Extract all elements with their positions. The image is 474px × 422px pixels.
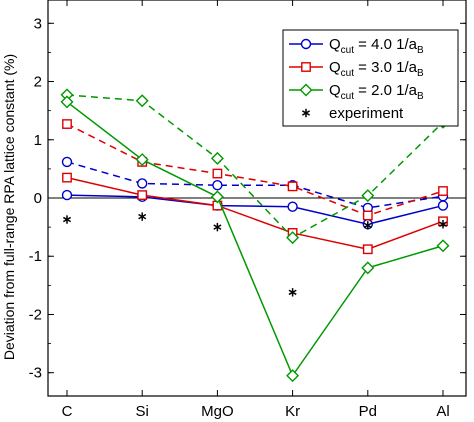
y-tick-label: 0 [34, 190, 42, 207]
asterisk-stroke [62, 216, 72, 223]
series-1-dashed-point [62, 119, 72, 129]
series-0-dashed-line [66, 161, 444, 209]
legend-label: Qcut = 4.0 1/aB [329, 36, 424, 56]
y-tick-label: 1 [34, 132, 42, 149]
y-axis-title: Deviation from full-range RPA lattice co… [1, 54, 17, 360]
series-2-dashed-point [286, 231, 300, 245]
legend-marker [300, 38, 312, 50]
series-1-dashed-point [362, 210, 373, 221]
series-2-solid-point [210, 190, 224, 204]
y-tick-label: -2 [29, 306, 42, 323]
experiment-point [62, 215, 72, 224]
series-2-solid-point [135, 153, 149, 167]
series-2-solid-point [436, 239, 450, 253]
legend-label: Qcut = 2.0 1/aB [329, 82, 424, 102]
series-1-dashed-point [438, 186, 448, 196]
series-1-solid-point [362, 244, 373, 255]
asterisk-stroke [213, 224, 222, 230]
series-1-solid-point [137, 190, 148, 200]
y-tick-label: -3 [29, 365, 42, 382]
series-0-dashed-point [212, 179, 223, 191]
legend-label: experiment [329, 105, 404, 122]
series-2-dashed-point [210, 151, 224, 165]
asterisk-stroke [138, 213, 147, 220]
plot-area: -3 -2 -1 0 1 2 3 C Si MgO Kr Pd Al [29, 0, 467, 420]
legend-marker [301, 108, 311, 118]
experiment-point [213, 222, 222, 232]
legend-label: Qcut = 3.0 1/aB [329, 59, 424, 79]
asterisk-stroke [438, 221, 448, 227]
y-tick-label: 3 [34, 15, 42, 32]
x-tick-label: MgO [201, 403, 234, 420]
series-1-dashed-line [66, 123, 444, 217]
series-0-solid-point [437, 200, 449, 211]
legend-marker [301, 62, 311, 72]
series-2-solid-point [286, 369, 300, 383]
series-0-dashed-point [61, 156, 73, 168]
series-2-dashed-point [135, 94, 149, 108]
asterisk-stroke [288, 289, 297, 296]
x-tick-label: Al [436, 403, 449, 420]
x-tick-label: C [62, 403, 73, 420]
y-tick-label: -1 [29, 248, 42, 265]
x-tick-label: Pd [359, 403, 377, 420]
legend: Qcut = 4.0 1/aB Qcut = 3.0 1/aB Qcut = 2.0… [282, 29, 459, 127]
series-0-solid-line [66, 194, 444, 225]
series-0-solid-point [287, 201, 298, 212]
experiment-point [363, 221, 372, 230]
series-1-dashed-point [212, 168, 223, 179]
x-tick-label: Kr [285, 403, 300, 420]
asterisk-stroke [301, 110, 311, 116]
experiment-point [288, 288, 297, 297]
asterisk-stroke [363, 222, 372, 229]
series-2-solid-line [66, 101, 444, 378]
series-2-dashed-point [361, 189, 375, 203]
x-tick-label: Si [136, 403, 149, 420]
series-2-solid-point [361, 261, 375, 275]
series-1-solid-point [62, 172, 72, 183]
series-2-dashed-line [66, 94, 444, 239]
series-0-dashed-point [136, 178, 148, 189]
y-tick-label: 2 [34, 74, 42, 91]
experiment-point [138, 212, 147, 221]
experiment-point [438, 220, 448, 229]
legend-marker [299, 83, 313, 97]
series-2-solid-point [60, 95, 74, 109]
series-0-solid-point [61, 189, 73, 201]
series-1-solid-line [66, 176, 444, 251]
legend-box [282, 29, 459, 127]
series-1-dashed-point [287, 181, 298, 192]
